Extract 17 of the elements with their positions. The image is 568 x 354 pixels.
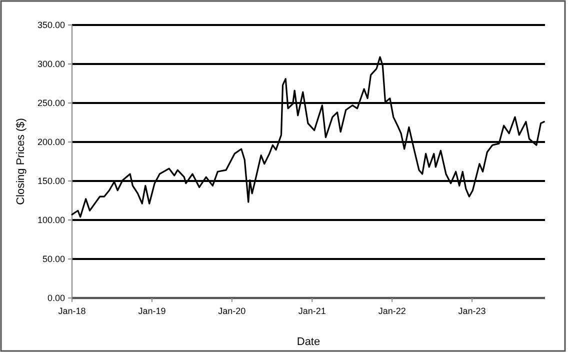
y-tick-label: 250.00: [37, 98, 65, 108]
x-tick-label: Jan-23: [458, 306, 486, 316]
x-tick-label: Jan-20: [218, 306, 246, 316]
x-tick-label: Jan-19: [138, 306, 166, 316]
x-tick-label: Jan-18: [58, 306, 86, 316]
y-tick-label: 50.00: [42, 254, 65, 264]
x-tick-label: Jan-22: [378, 306, 406, 316]
line-series: [71, 56, 545, 218]
y-tick-label: 200.00: [37, 137, 65, 148]
x-tick-label: Jan-21: [298, 306, 326, 316]
x-axis-title: Date: [296, 336, 320, 348]
y-tick-label: 300.00: [37, 59, 65, 70]
y-tick-label: 350.00: [37, 20, 65, 30]
y-tick-label: 0.00: [47, 293, 65, 304]
y-axis-title: Closing Prices ($): [15, 118, 27, 205]
y-tick-label: 100.00: [37, 215, 65, 226]
y-tick-label: 150.00: [37, 176, 65, 186]
